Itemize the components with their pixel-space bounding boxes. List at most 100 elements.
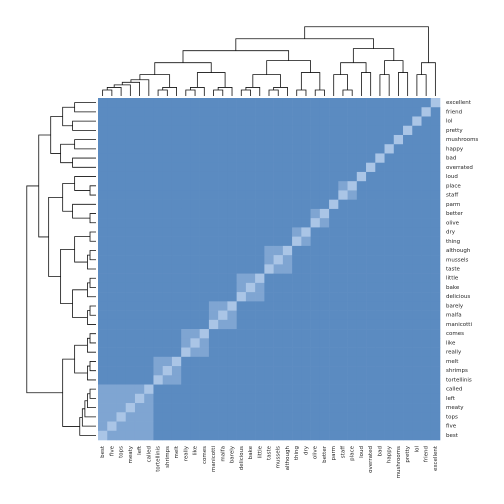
cell [310, 292, 321, 302]
column-label: like [193, 445, 199, 455]
cell [356, 403, 367, 413]
cell [319, 282, 330, 293]
cell [273, 255, 284, 265]
cell [412, 218, 422, 228]
cell [236, 181, 247, 191]
cell [292, 116, 302, 127]
cell [292, 375, 302, 385]
dendrogram-link [89, 231, 96, 242]
cell [116, 384, 127, 395]
cell [282, 107, 293, 117]
cell [356, 98, 367, 108]
cell [430, 116, 441, 127]
cell [310, 366, 321, 376]
cell [144, 282, 154, 293]
column-label: meaty [128, 445, 134, 463]
column-label: friend [424, 446, 430, 462]
cell [282, 208, 293, 219]
cell [162, 421, 173, 432]
cell [236, 421, 247, 432]
cell [356, 134, 367, 145]
cell [236, 310, 247, 321]
cell [199, 310, 210, 321]
cell [384, 134, 395, 145]
cell [356, 421, 367, 432]
dendrogram-link [421, 62, 436, 96]
cell [255, 329, 265, 339]
cell [116, 227, 127, 237]
cell [125, 319, 136, 330]
cell [208, 98, 219, 108]
cell [227, 421, 237, 432]
column-label: left [137, 445, 143, 455]
cell [366, 384, 376, 395]
cell [264, 375, 274, 385]
cell [403, 430, 413, 441]
cell [329, 190, 339, 200]
cell [282, 310, 293, 321]
cell [162, 329, 173, 339]
cell [208, 403, 219, 413]
cell [264, 329, 274, 339]
cell [190, 236, 200, 247]
cell [227, 116, 237, 127]
cell [393, 190, 404, 200]
cell [301, 273, 311, 284]
cell [430, 227, 441, 237]
cell [292, 171, 302, 182]
cell [412, 273, 422, 284]
cell [134, 144, 145, 154]
cell [393, 273, 404, 284]
cell [338, 430, 348, 441]
row-label: tops [446, 414, 458, 420]
cell [218, 393, 228, 404]
cell [273, 227, 284, 237]
cell [430, 412, 441, 422]
dendrogram-link [87, 337, 96, 353]
cell [393, 227, 404, 237]
cell [347, 421, 358, 432]
cell [162, 245, 173, 256]
cell [366, 245, 376, 256]
cell [273, 218, 284, 228]
cell [236, 153, 247, 164]
cell [190, 319, 200, 330]
cell [273, 338, 284, 348]
cell [366, 430, 376, 441]
cell [171, 245, 182, 256]
cell [236, 329, 247, 339]
cell [366, 319, 376, 330]
dendrogram-link [102, 89, 113, 96]
cell [421, 190, 432, 200]
cell [116, 310, 127, 321]
cell [162, 264, 173, 274]
cell [181, 181, 191, 191]
cell [329, 273, 339, 284]
cell [162, 393, 173, 404]
cell [393, 181, 404, 191]
column-label: loud [359, 446, 365, 458]
cell [430, 153, 441, 164]
cell [134, 375, 145, 385]
cell [329, 218, 339, 228]
cell [375, 98, 385, 108]
cell [273, 171, 284, 182]
cell [107, 421, 117, 432]
row-label: meaty [446, 405, 464, 411]
cell [125, 301, 136, 311]
cell [338, 375, 348, 385]
cell [356, 208, 367, 219]
cell [199, 245, 210, 256]
cell [329, 292, 339, 302]
cell [319, 292, 330, 302]
cell [162, 199, 173, 210]
cell [125, 412, 136, 422]
cell [162, 125, 173, 136]
cell [125, 273, 136, 284]
cell [421, 430, 432, 441]
cell [366, 366, 376, 376]
cell [125, 384, 136, 395]
cell [282, 190, 293, 200]
cell [356, 144, 367, 154]
cell [375, 162, 385, 173]
